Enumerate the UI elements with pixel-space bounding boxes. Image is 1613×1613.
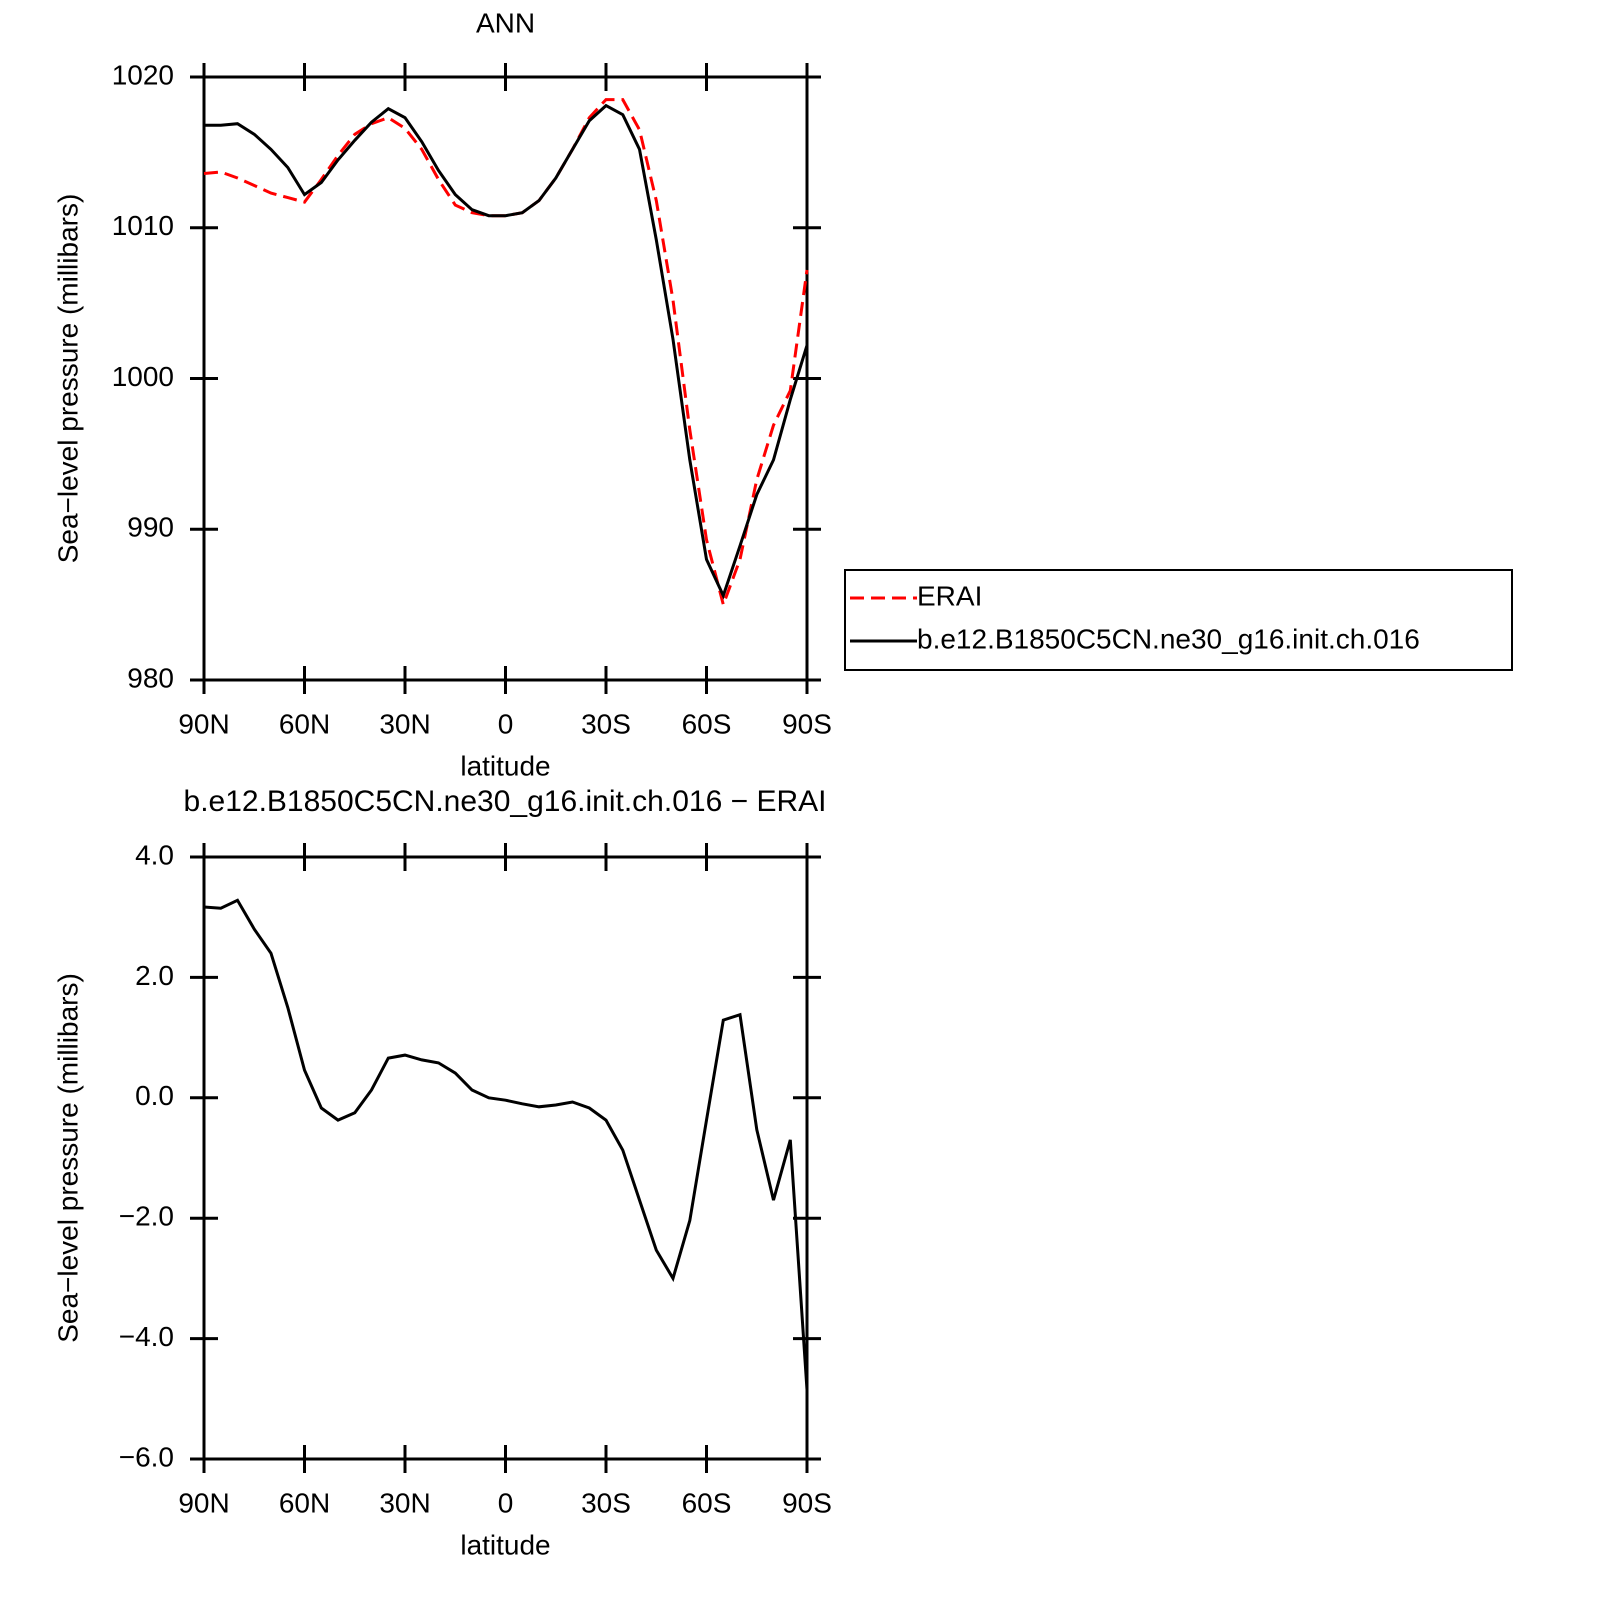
x-tick-label: 30N: [379, 1487, 430, 1518]
y-tick-label: 4.0: [135, 839, 174, 870]
x-axis-label: latitude: [460, 750, 550, 781]
y-tick-label: 1000: [112, 361, 174, 392]
x-tick-label: 90S: [782, 1487, 832, 1518]
x-tick-label: 90S: [782, 708, 832, 739]
y-tick-label: 1020: [112, 59, 174, 90]
x-tick-label: 0: [498, 1487, 514, 1518]
y-tick-label: −6.0: [119, 1441, 174, 1472]
legend-label: b.e12.B1850C5CN.ne30_g16.init.ch.016: [917, 623, 1420, 654]
x-tick-label: 90N: [178, 1487, 229, 1518]
plot-frame: [202, 75, 809, 682]
x-tick-label: 30S: [581, 708, 631, 739]
x-tick-label: 90N: [178, 708, 229, 739]
y-tick-label: 0.0: [135, 1080, 174, 1111]
x-tick-label: 60N: [279, 1487, 330, 1518]
y-tick-label: 2.0: [135, 960, 174, 991]
x-tick-label: 60S: [682, 1487, 732, 1518]
data-line: [204, 103, 809, 600]
y-tick-label: −2.0: [119, 1201, 174, 1232]
legend-label: ERAI: [917, 580, 982, 611]
y-axis-label: Sea−level pressure (millibars): [52, 194, 83, 564]
y-tick-label: 980: [127, 662, 174, 693]
plot-frame: [202, 855, 809, 1461]
x-tick-label: 30S: [581, 1487, 631, 1518]
x-tick-label: 0: [498, 708, 514, 739]
x-tick-label: 30N: [379, 708, 430, 739]
data-line: [203, 98, 809, 610]
y-axis-label: Sea−level pressure (millibars): [52, 973, 83, 1343]
y-tick-label: 1010: [112, 210, 174, 241]
x-tick-label: 60S: [682, 708, 732, 739]
y-tick-label: −4.0: [119, 1321, 174, 1352]
x-axis-label: latitude: [460, 1529, 550, 1560]
legend-box: [844, 569, 1513, 671]
y-tick-label: 990: [127, 512, 174, 543]
chart-title: b.e12.B1850C5CN.ne30_g16.init.ch.016 − E…: [184, 785, 827, 818]
data-line: [203, 898, 809, 1390]
x-tick-label: 60N: [279, 708, 330, 739]
chart-title: ANN: [476, 7, 535, 38]
